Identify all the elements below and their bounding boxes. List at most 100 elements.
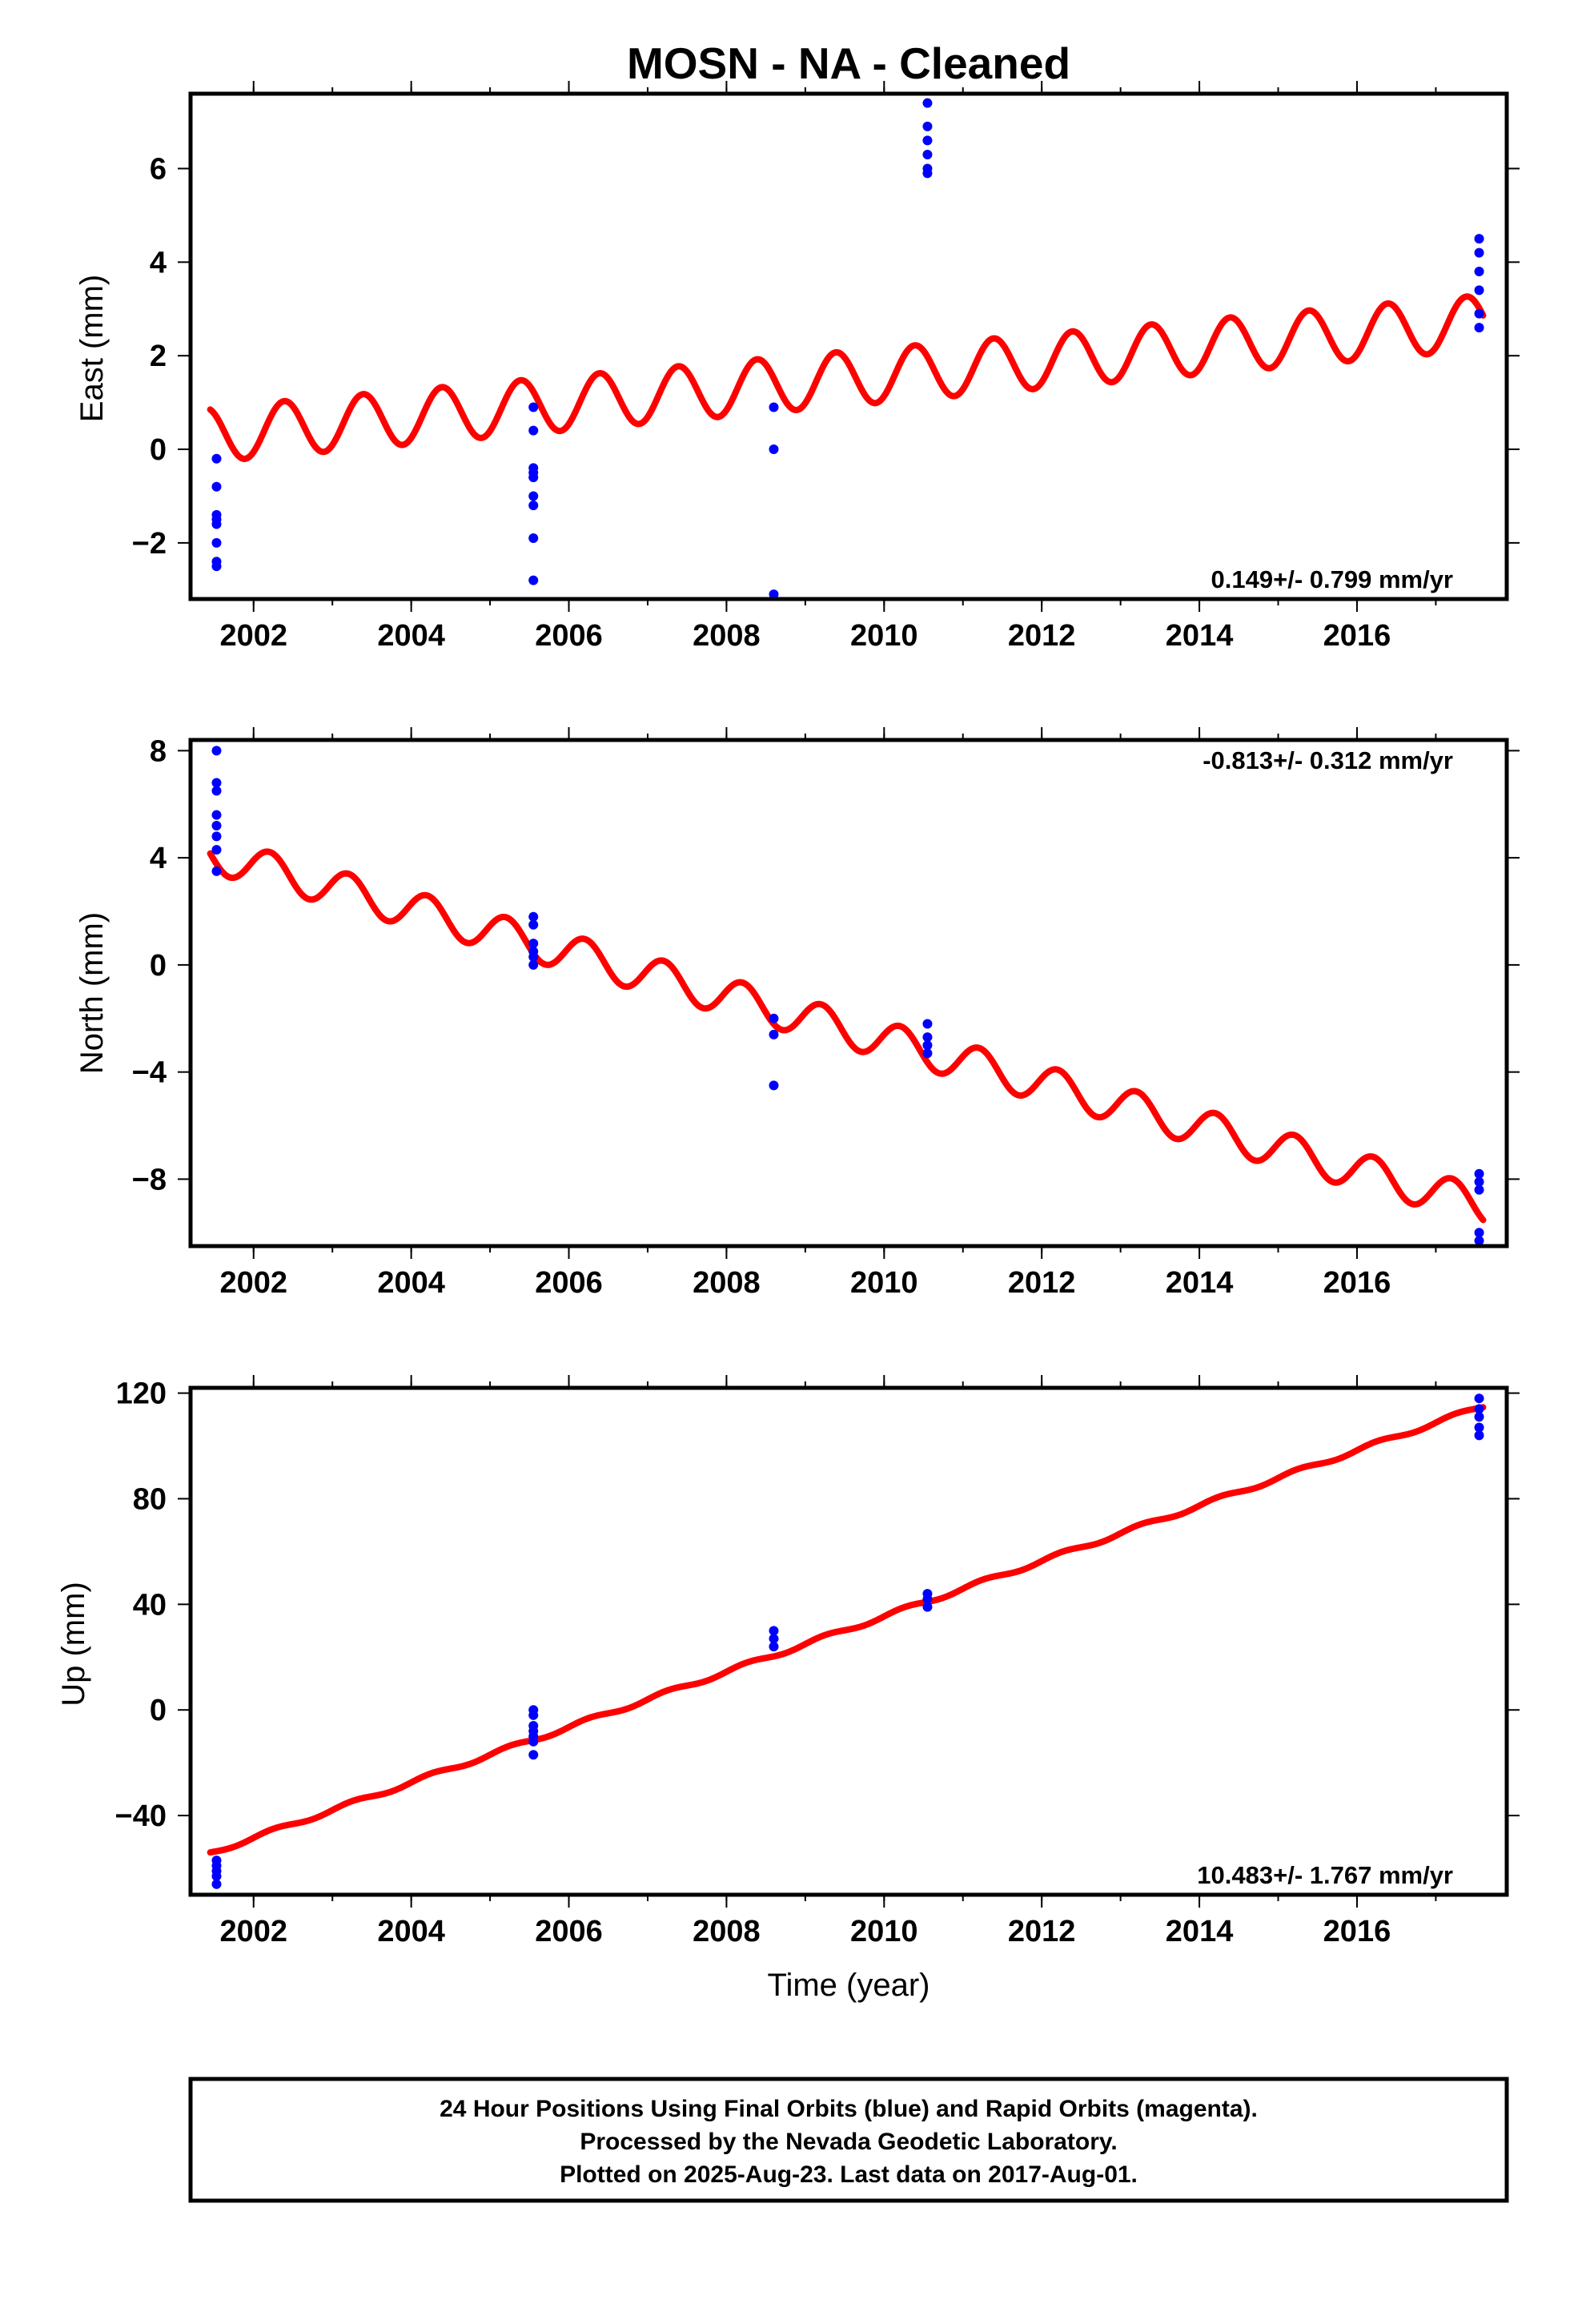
east-y-tick-label: 2 — [150, 340, 167, 373]
east-x-tick-label: 2008 — [693, 619, 761, 653]
east-model-curve — [207, 293, 1487, 462]
north-position-point — [769, 1013, 779, 1023]
up-y-tick-label: 0 — [150, 1694, 167, 1727]
east-position-point — [769, 444, 779, 455]
up-position-point — [1474, 1422, 1484, 1433]
footer-line-1: 24 Hour Positions Using Final Orbits (bl… — [440, 2096, 1258, 2122]
north-position-point — [1474, 1176, 1484, 1187]
east-position-point — [211, 481, 222, 492]
up-y-tick-label: 120 — [116, 1377, 167, 1411]
east-frame — [188, 91, 1509, 601]
up-ylabel: Up (mm) — [56, 1582, 91, 1707]
up-x-tick-label: 2012 — [1008, 1915, 1076, 1948]
footer-line-3: Plotted on 2025-Aug-23. Last data on 201… — [560, 2161, 1138, 2188]
north-position-point — [211, 866, 222, 876]
up-plot-area: 2002 2004 2006 2008 2010 2012 2014 2016 −40 0 40 80… — [115, 1375, 1520, 1948]
up-position-point — [769, 1634, 779, 1644]
north-ylabel: North (mm) — [74, 912, 110, 1074]
up-position-point — [1474, 1393, 1484, 1404]
east-position-point — [769, 589, 779, 600]
north-position-point — [528, 959, 539, 970]
up-x-tick-label: 2002 — [219, 1915, 287, 1948]
north-x-tick-label: 2002 — [219, 1266, 287, 1300]
up-x-tick-label: 2014 — [1166, 1915, 1234, 1948]
north-position-point — [922, 1019, 933, 1029]
north-position-point — [211, 821, 222, 831]
north-position-point — [528, 919, 539, 930]
up-y-tick-label: −40 — [115, 1799, 167, 1833]
north-model-curve — [207, 848, 1487, 1224]
east-y-tick-label: −2 — [132, 527, 167, 561]
east-position-point — [528, 501, 539, 511]
north-x-tick-label: 2006 — [535, 1266, 603, 1300]
up-y-tick-label: 80 — [133, 1482, 167, 1516]
north-position-point — [211, 778, 222, 788]
east-x-tick-label: 2010 — [850, 619, 918, 653]
north-position-point — [1474, 1168, 1484, 1179]
north-x-tick-label: 2004 — [377, 1266, 445, 1300]
east-position-point — [528, 533, 539, 544]
east-position-point — [1474, 285, 1484, 296]
up-position-point — [528, 1736, 539, 1747]
up-position-point — [211, 1871, 222, 1881]
up-position-point — [528, 1750, 539, 1760]
up-x-tick-label: 2006 — [535, 1915, 603, 1948]
east-ylabel: East (mm) — [74, 275, 110, 422]
up-x-tick-label: 2010 — [850, 1915, 918, 1948]
up-position-point — [769, 1626, 779, 1636]
north-x-tick-label: 2016 — [1323, 1266, 1391, 1300]
north-position-point — [1474, 1228, 1484, 1238]
east-panel: East (mm) 0.149+/- 0.799 mm/yr — [74, 275, 1453, 593]
up-frame — [188, 1385, 1509, 1897]
north-position-point — [922, 1040, 933, 1051]
up-position-point — [1474, 1430, 1484, 1441]
east-position-point — [922, 135, 933, 146]
north-position-point — [1474, 1184, 1484, 1195]
up-panel: Up (mm) 10.483+/- 1.767 mm/yr Time (year… — [56, 1582, 1453, 2003]
north-position-point — [528, 939, 539, 949]
north-position-point — [528, 951, 539, 962]
east-position-point — [528, 472, 539, 483]
north-panel: North (mm) -0.813+/- 0.312 mm/yr — [74, 746, 1453, 1074]
east-x-tick-label: 2004 — [377, 619, 445, 653]
east-x-tick-label: 2002 — [219, 619, 287, 653]
north-position-point — [211, 831, 222, 842]
up-position-point — [922, 1602, 933, 1612]
north-y-tick-label: −8 — [132, 1163, 167, 1196]
north-position-point — [211, 786, 222, 796]
east-position-point — [1474, 234, 1484, 244]
up-y-tick-label: 40 — [133, 1588, 167, 1622]
footer-frame — [188, 2077, 1509, 2203]
east-y-tick-label: 0 — [150, 433, 167, 467]
east-position-point — [1474, 323, 1484, 333]
east-position-point — [211, 537, 222, 548]
north-position-point — [211, 746, 222, 756]
north-plot-area: 2002 2004 2006 2008 2010 2012 2014 2016 −8 −4 0 4 8 — [132, 727, 1520, 1300]
east-x-tick-label: 2014 — [1166, 619, 1234, 653]
north-position-point — [528, 911, 539, 922]
up-rate-label: 10.483+/- 1.767 mm/yr — [1197, 1861, 1453, 1889]
east-y-tick-label: 4 — [150, 246, 167, 279]
up-position-point — [922, 1594, 933, 1604]
up-x-tick-label: 2004 — [377, 1915, 445, 1948]
north-y-tick-label: 0 — [150, 949, 167, 983]
east-position-point — [211, 453, 222, 464]
east-position-point — [528, 491, 539, 501]
east-x-tick-label: 2006 — [535, 619, 603, 653]
east-position-point — [1474, 267, 1484, 277]
up-model-curve — [207, 1404, 1487, 1856]
north-x-tick-label: 2014 — [1166, 1266, 1234, 1300]
east-position-point — [1474, 247, 1484, 258]
north-position-point — [1474, 1236, 1484, 1246]
east-position-point — [528, 425, 539, 436]
north-y-tick-label: 8 — [150, 734, 167, 768]
footer-box: 24 Hour Positions Using Final Orbits (bl… — [188, 2077, 1509, 2203]
north-position-point — [922, 1032, 933, 1043]
east-position-point — [211, 519, 222, 529]
east-position-point — [211, 561, 222, 572]
east-position-point — [922, 168, 933, 179]
up-position-point — [769, 1642, 779, 1652]
north-position-point — [211, 845, 222, 855]
east-plot-area: 2002 2004 2006 2008 2010 2012 2014 2016 −2 0 2 4 6 — [132, 81, 1520, 653]
